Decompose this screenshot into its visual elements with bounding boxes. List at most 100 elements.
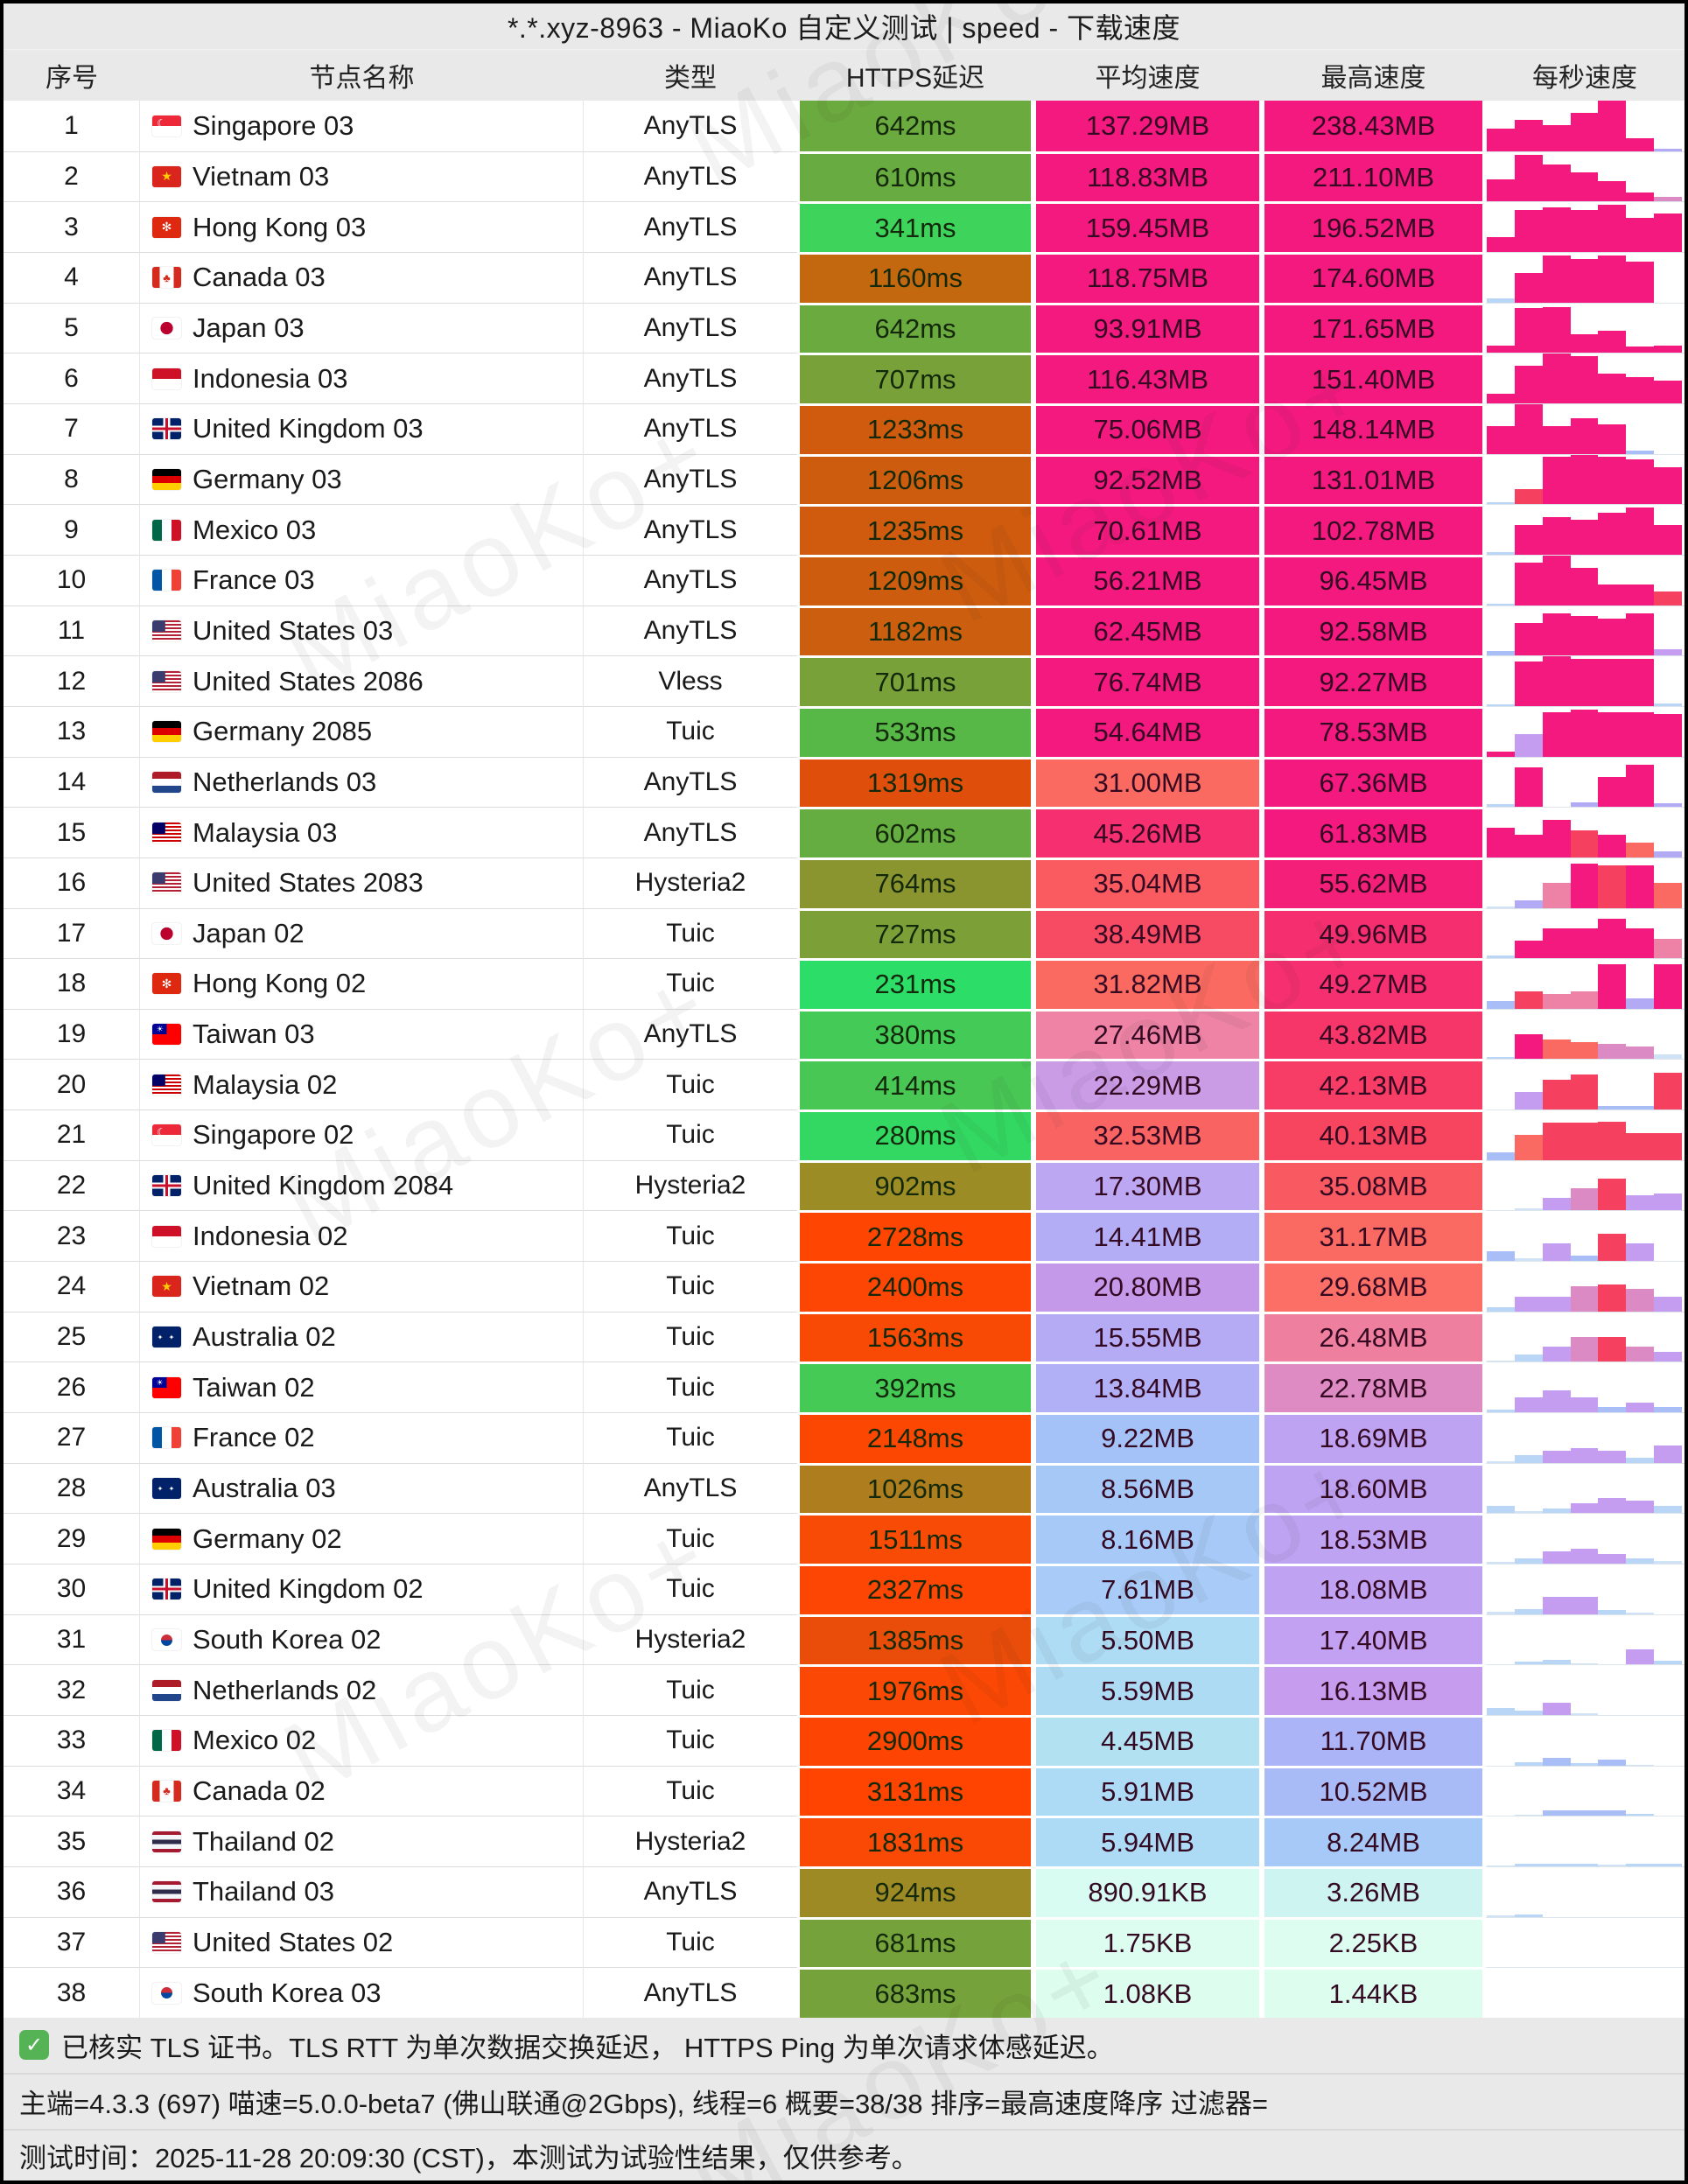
chart-bar (1626, 1501, 1655, 1514)
per-second-speed-chart (1485, 101, 1684, 151)
table-row: 11 United States 03 AnyTLS 1182ms 62.45MB 92.… (4, 605, 1684, 656)
avg-speed-cell: 5.91MB (1033, 1765, 1262, 1816)
node-name-cell: Mexico 03 (140, 504, 584, 555)
chart-bar (1570, 830, 1599, 858)
chart-bar (1514, 1034, 1543, 1060)
chart-bar (1514, 1397, 1543, 1413)
de-flag-icon (152, 1528, 181, 1550)
chart-bar (1626, 1132, 1655, 1160)
node-name: Mexico 03 (193, 514, 317, 545)
chart-bar (1654, 803, 1683, 808)
row-index: 18 (4, 958, 140, 1009)
chart-bar (1514, 1661, 1543, 1665)
chart-bar (1542, 124, 1571, 151)
chart-bar (1542, 1758, 1571, 1766)
node-name: Singapore 02 (193, 1119, 354, 1151)
avg-speed-cell: 116.43MB (1033, 353, 1262, 403)
chart-bar (1542, 928, 1571, 959)
per-second-speed-chart (1485, 1765, 1684, 1816)
chart-bar (1626, 613, 1655, 656)
chart-bar (1487, 1056, 1515, 1060)
chart-bar (1542, 517, 1571, 555)
nl-flag-icon (152, 771, 181, 793)
chart-bar (1487, 298, 1515, 303)
per-second-speed-chart (1485, 1008, 1684, 1060)
avg-speed-cell: 1.08KB (1033, 1967, 1262, 2018)
chart-bar (1598, 180, 1627, 202)
node-type: AnyTLS (584, 251, 797, 303)
chart-bar (1514, 1208, 1543, 1211)
table-header-row: 序号 节点名称 类型 HTTPS延迟 平均速度 最高速度 每秒速度 (4, 49, 1684, 101)
max-speed-cell: 8.24MB (1262, 1816, 1485, 1866)
chart-bar (1514, 119, 1543, 151)
per-second-speed-chart (1485, 1362, 1684, 1413)
chart-bar (1654, 851, 1683, 858)
chart-bar (1598, 457, 1627, 505)
node-type: Tuic (584, 1059, 797, 1110)
chart-bar (1598, 777, 1627, 808)
node-name: Netherlands 02 (193, 1674, 377, 1705)
chart-bar (1542, 1039, 1571, 1060)
chart-bar (1487, 236, 1515, 252)
chart-bar (1570, 520, 1599, 555)
node-name: Vietnam 02 (193, 1270, 330, 1302)
page-title: *.*.xyz-8963 - MiaoKo 自定义测试 | speed - 下载… (507, 12, 1181, 44)
row-index: 26 (4, 1362, 140, 1413)
row-index: 17 (4, 907, 140, 959)
per-second-speed-chart (1485, 1159, 1684, 1211)
node-type: AnyTLS (584, 1866, 797, 1917)
chart-bar (1487, 1307, 1515, 1312)
node-name: United States 2086 (193, 665, 424, 696)
node-type: AnyTLS (643, 110, 738, 140)
node-name: Vietnam 03 (193, 160, 330, 192)
chart-bar (1542, 1390, 1571, 1413)
chart-bar (1570, 1397, 1599, 1413)
chart-bar (1570, 454, 1599, 505)
https-latency-cell: 1026ms (797, 1462, 1033, 1514)
chart-bar (1542, 1450, 1571, 1463)
table-row: 30 United Kingdom 02 Tuic 2327ms 7.61MB 18.08… (4, 1564, 1684, 1614)
per-second-speed-chart (1485, 655, 1684, 706)
node-name-cell: Netherlands 02 (140, 1664, 584, 1715)
chart-bar (1487, 1001, 1515, 1009)
my-flag-icon (152, 1074, 181, 1096)
chart-bar (1570, 258, 1599, 303)
chart-bar (1626, 1458, 1655, 1463)
chart-bar (1626, 1864, 1655, 1866)
row-index: 13 (4, 705, 140, 757)
avg-speed-cell: 118.83MB (1033, 150, 1262, 202)
per-second-speed-chart (1485, 504, 1684, 555)
chart-bar (1514, 900, 1543, 908)
chart-bar (1626, 459, 1655, 505)
avg-speed-cell: 1.75KB (1033, 1916, 1262, 1968)
chart-bar (1542, 1659, 1571, 1665)
chart-bar (1654, 704, 1683, 706)
chart-bar (1487, 1914, 1515, 1917)
chart-bar (1487, 1505, 1515, 1514)
chart-bar (1514, 1455, 1543, 1463)
chart-bar (1542, 1596, 1571, 1614)
avg-speed-cell: 20.80MB (1033, 1261, 1262, 1312)
node-name: Canada 02 (193, 1774, 326, 1806)
node-name: Japan 03 (193, 312, 305, 343)
node-type: Vless (584, 655, 797, 706)
chart-bar (1514, 835, 1543, 858)
tw-flag-icon (152, 1376, 181, 1398)
chart-bar (1654, 1193, 1683, 1211)
chart-bar (1514, 766, 1543, 808)
avg-speed-cell: 4.45MB (1033, 1715, 1262, 1766)
node-name: United States 02 (193, 1926, 394, 1957)
node-name: South Korea 03 (193, 1977, 382, 2008)
chart-bar (1626, 1347, 1655, 1362)
chart-bar (1654, 196, 1683, 202)
node-type: Hysteria2 (584, 1159, 797, 1211)
chart-bar (1598, 963, 1627, 1009)
node-name: Taiwan 03 (193, 1018, 315, 1050)
chart-bar (1626, 1764, 1655, 1766)
node-name-cell: South Korea 02 (140, 1614, 584, 1665)
chart-bar (1570, 172, 1599, 202)
node-type: Tuic (584, 1110, 797, 1160)
node-type: AnyTLS (584, 504, 797, 555)
